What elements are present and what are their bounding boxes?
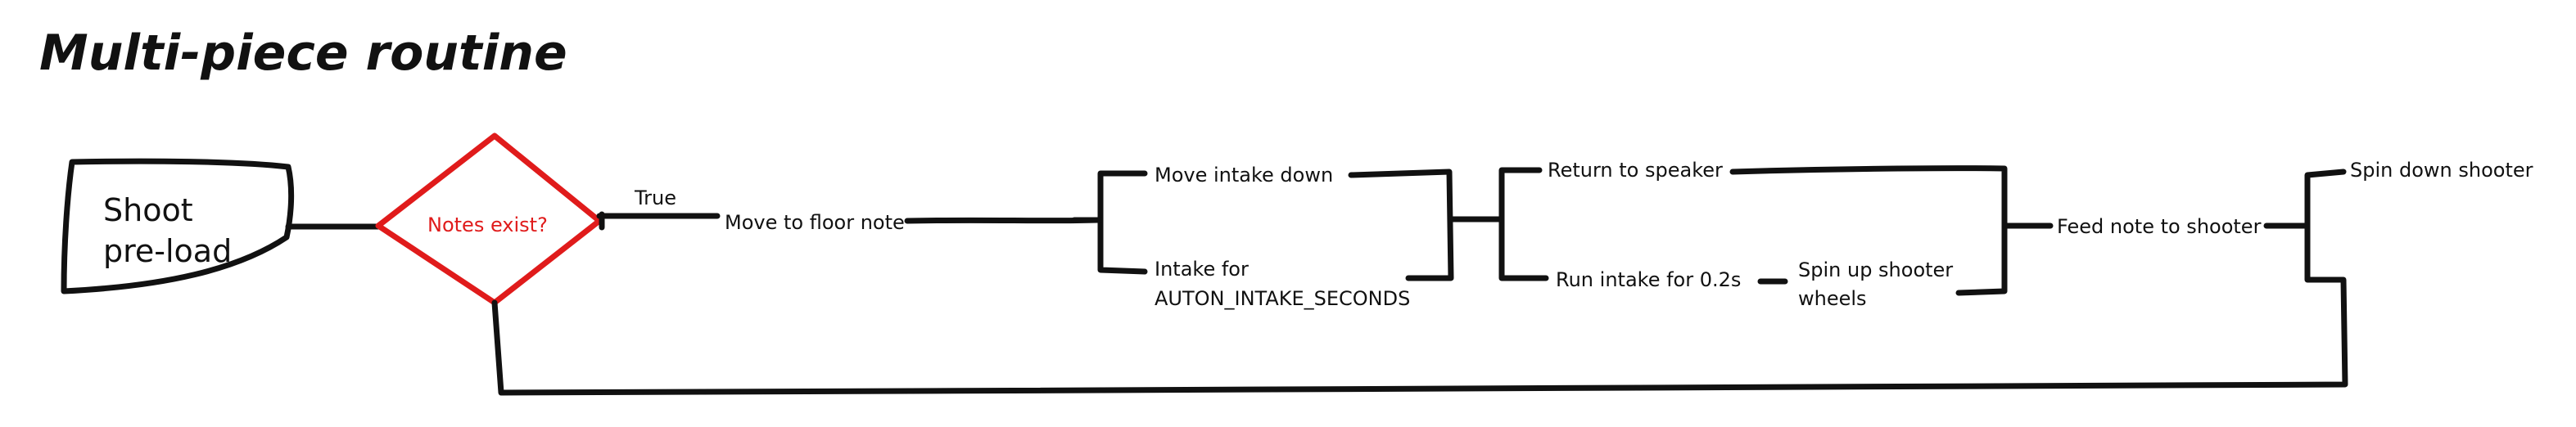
node-intake-for-line1: Intake for	[1155, 258, 1249, 281]
node-move-to-floor-note: Move to floor note	[725, 211, 905, 234]
page-title: Multi-piece routine	[39, 25, 567, 82]
node-feed-note: Feed note to shooter	[2057, 215, 2262, 238]
true-branch-label: True	[634, 187, 676, 209]
node-move-intake-down: Move intake down	[1155, 164, 1333, 187]
join2-bracket	[1729, 165, 2008, 296]
node-spin-up-line2: wheels	[1798, 287, 1867, 310]
node-run-intake: Run intake for 0.2s	[1556, 268, 1741, 291]
fork2-bracket	[1498, 167, 1549, 281]
fork3-bracket	[491, 169, 2348, 396]
start-node-label-line2: pre-load	[103, 233, 232, 269]
node-return-to-speaker: Return to speaker	[1548, 159, 1723, 182]
fork1-bracket	[1097, 170, 1148, 275]
start-node-label-line1: Shoot	[103, 192, 193, 228]
connector-move-fork1	[904, 217, 1100, 224]
node-spin-up-line1: Spin up shooter	[1798, 258, 1953, 281]
decision-label: Notes exist?	[427, 214, 548, 236]
join1-bracket	[1348, 169, 1454, 281]
start-node-shape	[61, 158, 295, 294]
node-intake-for-line2: AUTON_INTAKE_SECONDS	[1155, 287, 1410, 310]
node-spin-down: Spin down shooter	[2350, 159, 2533, 182]
